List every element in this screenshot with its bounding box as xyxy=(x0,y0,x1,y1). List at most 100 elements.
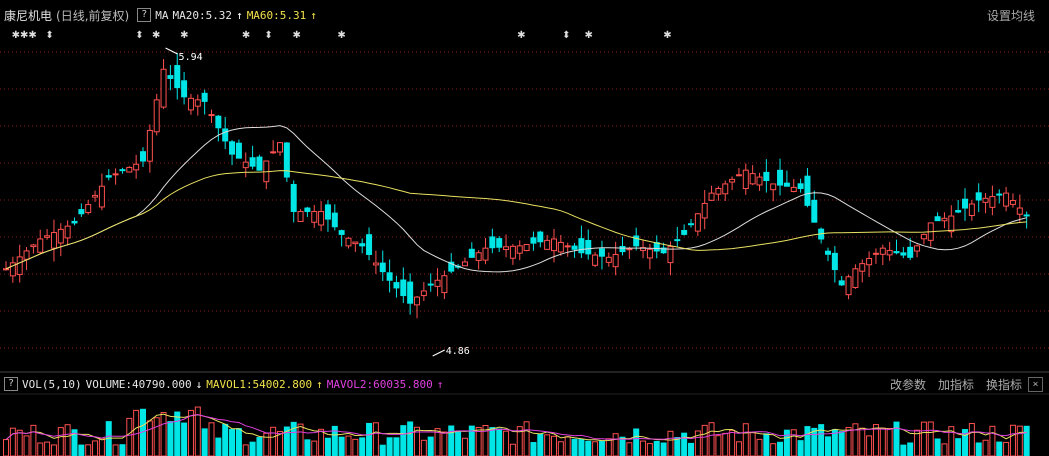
candle-up xyxy=(845,276,852,296)
candle-down xyxy=(907,246,914,258)
ma20-line xyxy=(5,125,1027,273)
volume-bar xyxy=(44,441,51,456)
candle-up xyxy=(318,210,325,226)
volume-bar xyxy=(845,426,852,456)
close-panel-button[interactable]: × xyxy=(1028,377,1043,392)
volume-bar xyxy=(441,431,448,456)
volume-bar xyxy=(893,421,900,456)
volume-bar xyxy=(126,417,133,456)
candle-up xyxy=(640,247,647,251)
candle-up xyxy=(592,254,599,266)
volume-bar xyxy=(927,421,934,456)
volume-bar xyxy=(770,443,777,456)
event-marker: ✱ xyxy=(585,30,593,41)
volume-bar xyxy=(544,434,551,456)
candle-up xyxy=(694,213,701,232)
candle-up xyxy=(667,246,674,264)
add-indicator-button[interactable]: 加指标 xyxy=(937,378,974,392)
volume-bar xyxy=(338,436,345,456)
volume-bar xyxy=(605,438,612,456)
volume-bar xyxy=(763,433,770,456)
candle-down xyxy=(996,193,1003,196)
candle-up xyxy=(23,250,30,260)
candle-up xyxy=(194,99,201,107)
volume-bar xyxy=(359,437,366,456)
volume-bar xyxy=(489,427,496,456)
switch-indicator-button[interactable]: 换指标 xyxy=(985,378,1022,392)
candle-up xyxy=(551,238,557,252)
event-marker: ✱ xyxy=(152,30,160,41)
candle-down xyxy=(783,182,790,187)
volume-bar xyxy=(92,440,99,456)
candle-down xyxy=(496,238,503,248)
candle-up xyxy=(57,228,64,244)
volume-bar xyxy=(379,444,386,456)
candle-down xyxy=(955,210,962,213)
candle-down xyxy=(201,92,208,102)
candle-down xyxy=(900,252,907,256)
volume-bar xyxy=(496,428,503,456)
candle-down xyxy=(379,262,386,273)
candle-up xyxy=(715,188,722,195)
mavol2-arrow-icon: ↑ xyxy=(436,377,444,391)
volume-bar xyxy=(222,423,229,456)
volume-bar xyxy=(551,435,557,456)
candle-up xyxy=(626,248,633,251)
candle-up xyxy=(64,225,71,239)
volume-bar xyxy=(852,423,859,456)
volume-help-button[interactable]: ? xyxy=(4,377,18,391)
candle-up xyxy=(879,247,886,255)
candle-up xyxy=(482,247,489,261)
volume-bar xyxy=(653,440,660,456)
mavol2-value: MAVOL2:60035.800 xyxy=(326,377,433,391)
candle-up xyxy=(16,256,23,275)
candle-up xyxy=(441,275,448,294)
candle-up xyxy=(982,197,989,203)
candle-down xyxy=(831,252,838,271)
candle-up xyxy=(187,97,194,111)
candle-down xyxy=(838,280,845,286)
change-params-button[interactable]: 改参数 xyxy=(889,378,926,392)
volume-bar xyxy=(311,440,318,456)
volume-bar xyxy=(461,437,468,456)
candle-down xyxy=(468,248,475,258)
volume-bar xyxy=(393,437,400,456)
volume-bar xyxy=(455,431,462,456)
candle-up xyxy=(133,163,140,171)
volume-bar xyxy=(64,424,71,456)
candle-up xyxy=(872,252,879,255)
candle-down xyxy=(530,237,537,244)
volume-bar xyxy=(564,436,571,456)
volume-bar xyxy=(1009,424,1016,456)
volume-bar xyxy=(427,436,434,456)
candle-down xyxy=(338,230,345,235)
volume-indicator-name: VOL(5,10) xyxy=(22,377,82,391)
volume-bar xyxy=(98,437,105,456)
volume-bar xyxy=(167,421,174,456)
volume-bar xyxy=(420,439,427,456)
settings-ma-button[interactable]: 设置均线 xyxy=(986,9,1035,23)
help-button[interactable]: ? xyxy=(137,8,152,22)
candle-down xyxy=(407,281,414,304)
candle-down xyxy=(229,141,236,155)
candle-up xyxy=(160,68,167,108)
indicator-name: MA xyxy=(155,8,169,22)
volume-bar xyxy=(537,433,544,456)
candle-up xyxy=(989,196,996,208)
volume-bar xyxy=(681,432,688,456)
volume-bar xyxy=(16,429,23,456)
volume-bar xyxy=(955,438,962,456)
candle-down xyxy=(215,115,222,129)
candle-up xyxy=(297,210,304,222)
volume-bar xyxy=(30,424,37,456)
volume-bar xyxy=(215,437,222,456)
candle-down xyxy=(571,245,578,250)
volume-value: VOLUME:40790.000 xyxy=(85,377,192,391)
candle-down xyxy=(448,261,455,272)
volume-bar xyxy=(688,442,694,456)
candle-up xyxy=(146,129,153,162)
candle-down xyxy=(366,234,373,255)
candle-up xyxy=(311,210,318,223)
candle-down xyxy=(119,169,126,172)
